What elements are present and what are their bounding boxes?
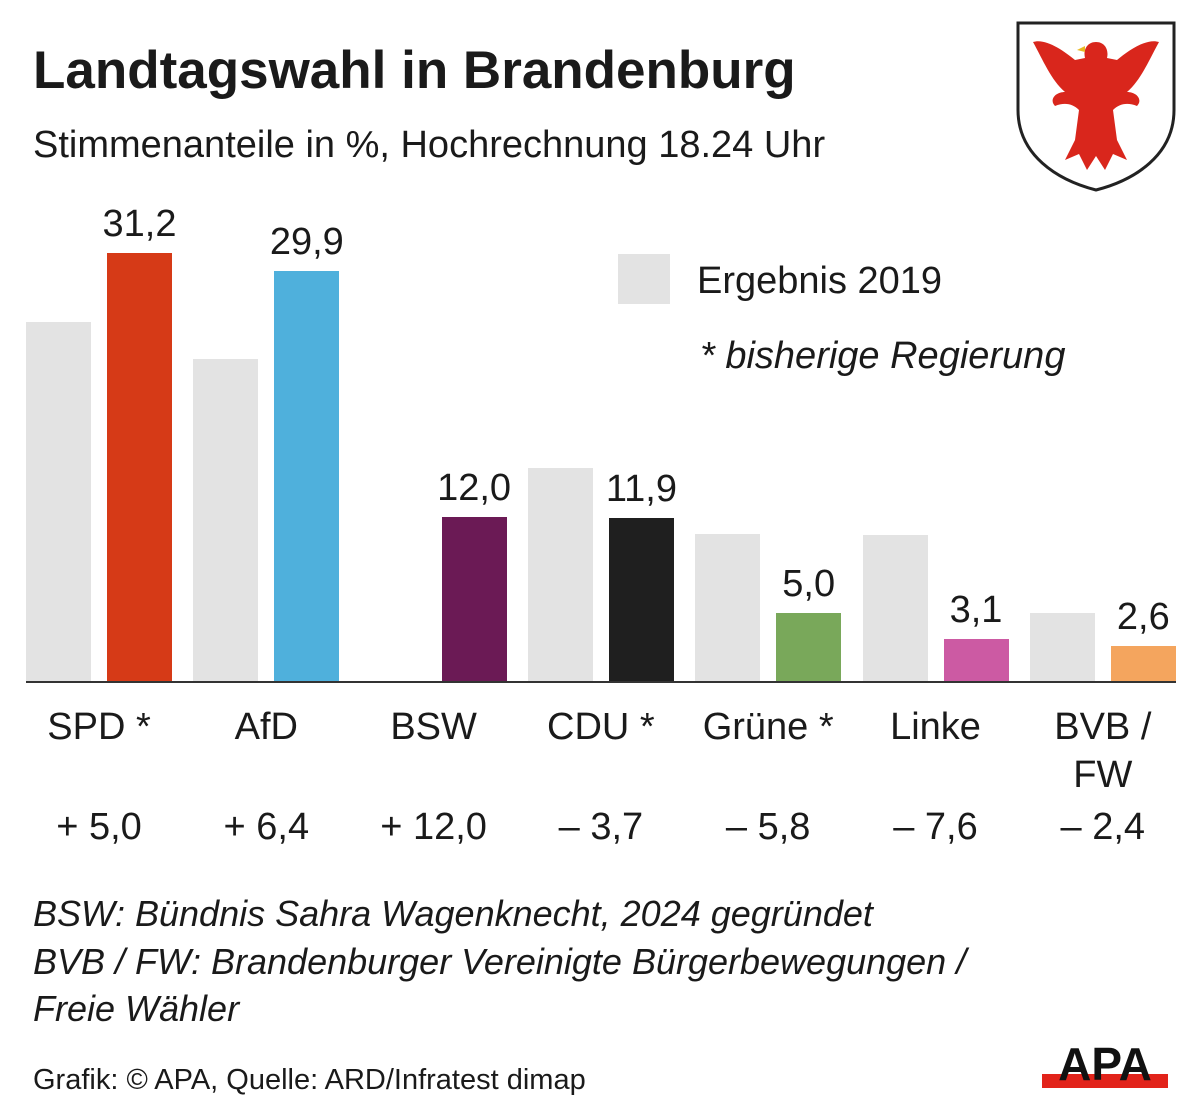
category-label-3: CDU * <box>547 706 655 748</box>
bar-2019-1 <box>193 358 259 682</box>
category-label-5: Linke <box>890 706 981 748</box>
category-label-4: Grüne * <box>702 706 834 748</box>
bar-2024-6 <box>1110 646 1176 682</box>
change-label-5: – 7,6 <box>893 806 978 848</box>
bar-2019-3 <box>527 467 593 682</box>
value-label-5: 3,1 <box>949 589 1003 632</box>
svg-text:APA: APA <box>1058 1042 1152 1090</box>
change-label-3: – 3,7 <box>558 806 644 848</box>
value-label-6: 2,6 <box>1116 596 1170 639</box>
category-label-2: BSW <box>390 706 477 748</box>
value-label-2: 12,0 <box>437 467 512 509</box>
legend-swatch-2019 <box>618 254 670 304</box>
bar-2024-3 <box>608 518 674 682</box>
category-label-1: AfD <box>234 706 298 748</box>
bar-2024-0 <box>107 253 172 682</box>
category-label-0: SPD * <box>47 706 151 748</box>
value-label-0: 31,2 <box>102 203 177 245</box>
legend-note-government: * bisherige Regierung <box>700 335 1066 377</box>
footnote-bvb-fw: BVB / FW: Brandenburger Vereinigte Bürge… <box>33 941 967 982</box>
bar-2019-0 <box>26 321 91 682</box>
source-credit: Grafik: © APA, Quelle: ARD/Infratest dim… <box>33 1064 586 1096</box>
x-axis-baseline <box>26 681 1176 683</box>
change-label-4: – 5,8 <box>725 806 811 848</box>
bar-2024-2 <box>441 517 507 682</box>
footnote-bsw: BSW: Bündnis Sahra Wagenknecht, 2024 geg… <box>33 893 873 934</box>
category-label-6: BVB / FW <box>1054 706 1152 796</box>
value-label-1: 29,9 <box>269 220 344 263</box>
legend-label-2019: Ergebnis 2019 <box>697 260 943 302</box>
brandenburg-coat-of-arms-icon <box>1016 21 1176 192</box>
change-label-0: + 5,0 <box>56 806 142 848</box>
bar-2019-4 <box>695 533 761 682</box>
bar-2024-1 <box>274 270 340 682</box>
value-label-3: 11,9 <box>605 468 677 511</box>
change-label-1: + 6,4 <box>223 806 310 848</box>
bar-2019-5 <box>862 534 928 682</box>
bar-2024-5 <box>943 639 1009 682</box>
footnote-bvb-fw-cont: Freie Wähler <box>33 988 240 1029</box>
apa-logo: APA <box>1042 1042 1168 1090</box>
change-label-2: + 12,0 <box>380 806 487 848</box>
chart-title: Landtagswahl in Brandenburg <box>33 41 796 100</box>
value-label-4: 5,0 <box>782 563 836 606</box>
chart-subtitle: Stimmenanteile in %, Hochrechnung 18.24 … <box>33 124 826 166</box>
bar-2024-4 <box>776 613 842 682</box>
change-label-6: – 2,4 <box>1060 806 1146 848</box>
bar-2019-6 <box>1029 613 1095 682</box>
